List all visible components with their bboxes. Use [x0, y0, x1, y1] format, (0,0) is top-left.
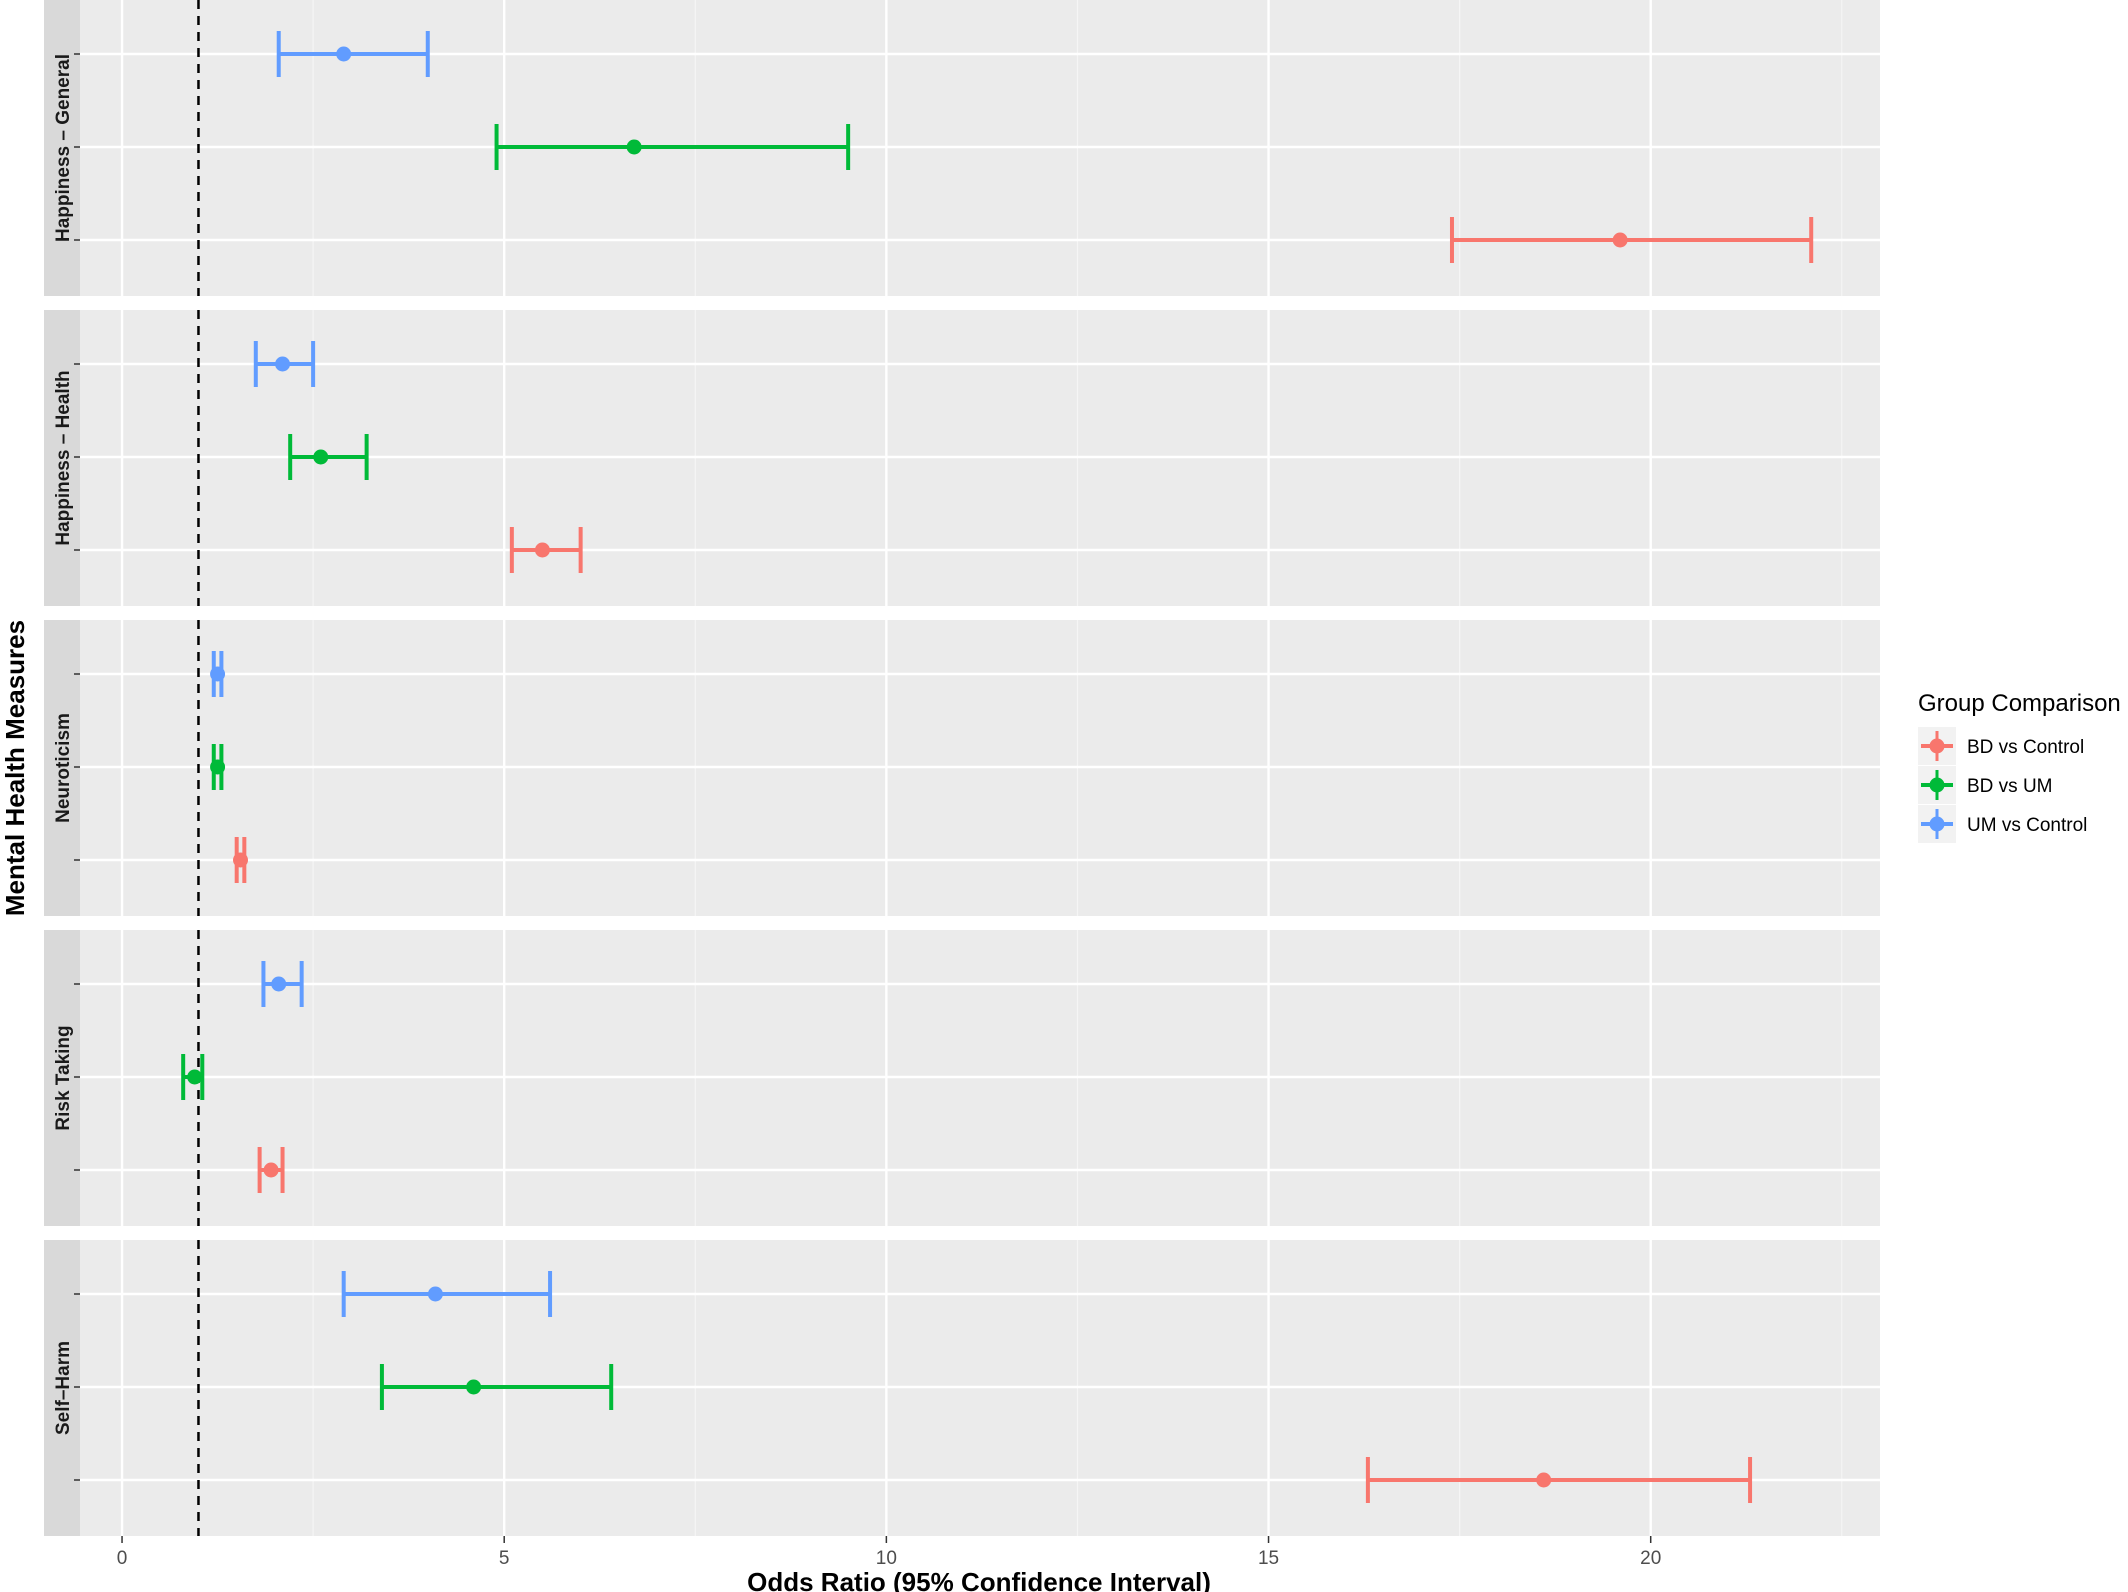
legend-key-point [1929, 816, 1945, 832]
facet-panel: Risk Taking [44, 930, 1880, 1226]
legend-item: UM vs Control [1918, 805, 2087, 843]
odds-ratio-point [210, 666, 226, 682]
legend-items: BD vs Control BD vs UM UM vs Control [1918, 727, 2087, 843]
odds-ratio-point [187, 1069, 203, 1085]
x-axis: 0 5 10 15 20 [117, 1536, 1661, 1569]
x-axis-title: Odds Ratio (95% Confidence Interval) [747, 1567, 1211, 1592]
facet-strip [44, 930, 80, 1226]
facets-layer: Happiness – General Happiness – Health Neu… [44, 0, 1880, 1536]
odds-ratio-point [275, 356, 291, 372]
facet-panel: Happiness – General [44, 0, 1880, 296]
facet-panel: Neuroticism [44, 620, 1880, 916]
x-tick-label: 5 [499, 1548, 510, 1569]
odds-ratio-point [210, 759, 226, 775]
odds-ratio-point [427, 1286, 443, 1302]
legend-title: Group Comparison [1918, 690, 2121, 717]
odds-ratio-point [466, 1379, 482, 1395]
legend: Group Comparison BD vs Control BD vs UM UM… [1918, 690, 2121, 843]
facet-label: Risk Taking [53, 1025, 74, 1130]
legend-key-point [1929, 738, 1945, 754]
odds-ratio-point [1612, 232, 1628, 248]
legend-item: BD vs Control [1918, 727, 2084, 765]
facet-label: Happiness – Health [53, 370, 74, 545]
odds-ratio-point [1536, 1472, 1552, 1488]
x-tick-label: 15 [1258, 1548, 1279, 1569]
odds-ratio-point [534, 542, 550, 558]
odds-ratio-point [233, 852, 249, 868]
facet-label: Neuroticism [53, 713, 74, 823]
legend-label: UM vs Control [1967, 815, 2087, 836]
facet-label: Self–Harm [53, 1341, 74, 1435]
odds-ratio-point [263, 1162, 279, 1178]
odds-ratio-point [271, 976, 287, 992]
facet-label: Happiness – General [53, 54, 74, 242]
legend-item: BD vs UM [1918, 766, 2053, 804]
x-tick-label: 0 [117, 1548, 128, 1569]
legend-key-point [1929, 777, 1945, 793]
x-tick-label: 10 [876, 1548, 897, 1569]
facet-strip [44, 0, 80, 296]
facet-strip [44, 310, 80, 606]
facet-strip [44, 1240, 80, 1536]
odds-ratio-point [313, 449, 329, 465]
y-axis-title: Mental Health Measures [0, 620, 30, 916]
x-tick-label: 20 [1640, 1548, 1661, 1569]
facet-panel: Self–Harm [44, 1240, 1880, 1536]
facet-panel: Happiness – Health [44, 310, 1880, 606]
facet-strip [44, 620, 80, 916]
legend-label: BD vs UM [1967, 776, 2053, 797]
legend-label: BD vs Control [1967, 737, 2084, 758]
odds-ratio-point [336, 46, 352, 62]
odds-ratio-point [626, 139, 642, 155]
